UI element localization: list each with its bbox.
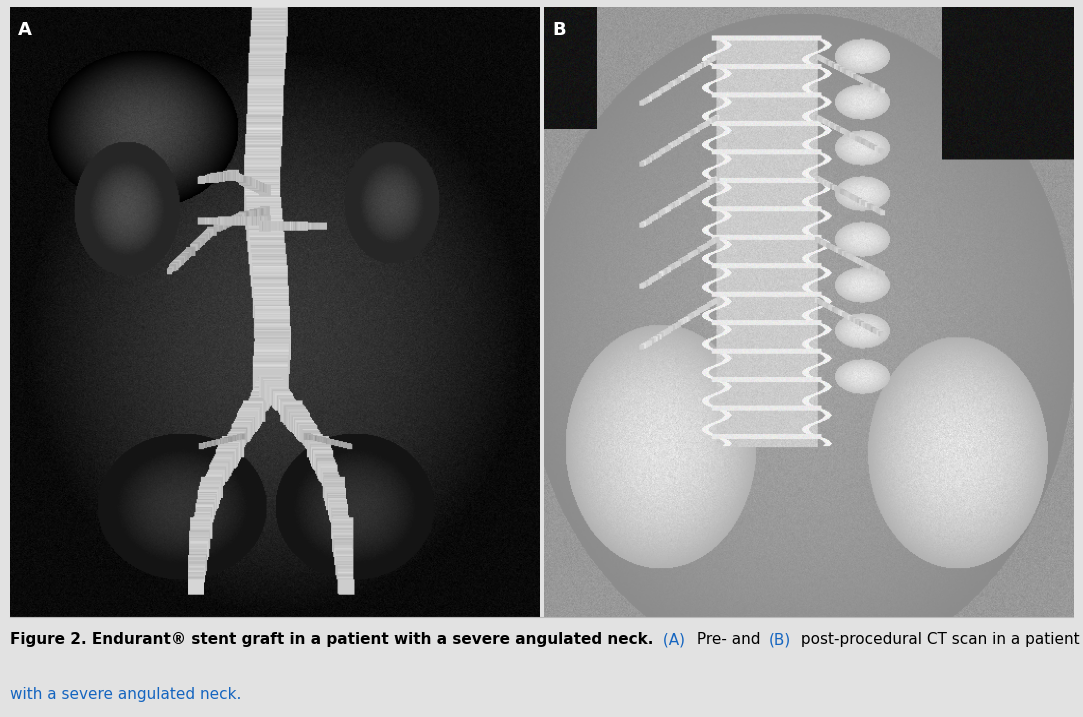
Text: A: A (17, 21, 31, 39)
Text: Pre- and: Pre- and (692, 632, 766, 647)
Text: post-procedural CT scan in a patient: post-procedural CT scan in a patient (796, 632, 1080, 647)
Text: B: B (552, 21, 565, 39)
Text: Figure 2. Endurant® stent graft in a patient with a severe angulated neck.: Figure 2. Endurant® stent graft in a pat… (10, 632, 653, 647)
Text: (B): (B) (769, 632, 792, 647)
Text: (A): (A) (658, 632, 686, 647)
Text: with a severe angulated neck.: with a severe angulated neck. (10, 687, 242, 702)
